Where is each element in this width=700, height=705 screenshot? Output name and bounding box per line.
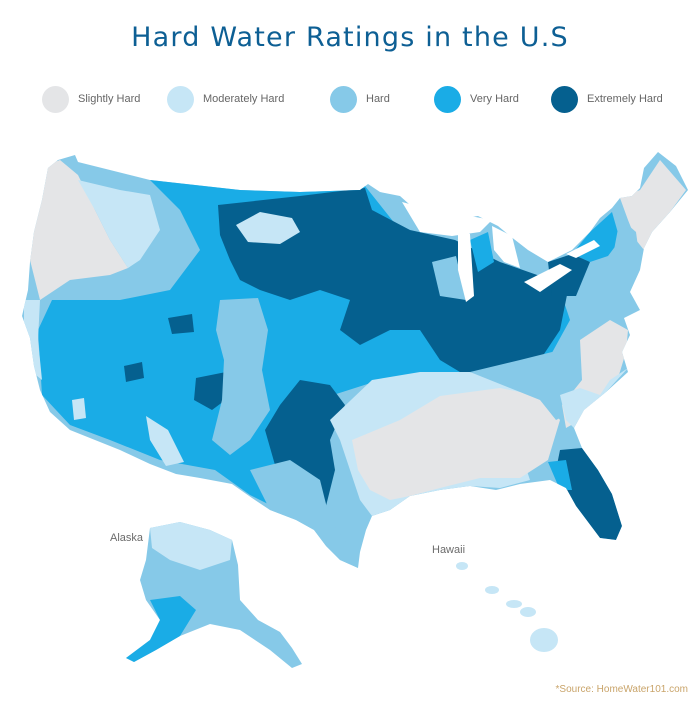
source-note: *Source: HomeWater101.com: [555, 684, 688, 695]
hawaii-island-big-island: [530, 628, 558, 652]
zone-moderately-hard-carolinas: [560, 368, 628, 428]
map-title: Hard Water Ratings in the U.S: [131, 22, 569, 53]
lake-superior: [402, 202, 492, 236]
legend-item-hard: Hard: [330, 84, 390, 114]
zone-slightly-hard-southeast: [352, 388, 560, 500]
hawaii-label: Hawaii: [432, 544, 465, 556]
legend-swatch-extremely-hard: [551, 85, 578, 113]
hawaii-island-oahu: [485, 586, 499, 594]
legend-swatch-moderately-hard: [167, 85, 194, 113]
zone-hard-rockies: [212, 298, 270, 455]
legend-item-very-hard: Very Hard: [434, 84, 519, 114]
zone-slightly-hard-pacific-northwest: [30, 160, 128, 300]
legend-label-slightly-hard: Slightly Hard: [78, 93, 141, 105]
hawaii-island-molokai: [506, 600, 522, 608]
legend-swatch-hard: [330, 85, 357, 113]
hawaii-island-kauai: [456, 562, 468, 570]
alaska-moderately-hard: [150, 522, 232, 570]
lake-ontario: [566, 240, 600, 258]
zone-extremely-hard-florida: [556, 448, 622, 540]
zone-extremely-hard-nevada: [124, 362, 144, 382]
zone-slightly-hard-new-england: [620, 160, 686, 250]
lake-michigan: [458, 228, 474, 302]
zone-hard-south-texas: [250, 460, 358, 568]
legend-swatch-very-hard: [434, 85, 461, 113]
alaska-label: Alaska: [110, 532, 144, 544]
legend-item-slightly-hard: Slightly Hard: [42, 84, 140, 114]
zone-extremely-hard-idaho: [168, 314, 194, 334]
alaska-very-hard: [126, 596, 196, 662]
legend-label-very-hard: Very Hard: [470, 93, 519, 105]
lake-huron: [492, 226, 520, 268]
zone-very-hard-michigan: [470, 232, 494, 272]
zone-extremely-hard-pennsylvania: [548, 254, 590, 296]
zone-moderately-hard-southern-california: [72, 398, 86, 420]
zone-moderately-hard-lake-region: [236, 212, 300, 244]
legend-swatch-slightly-hard: [42, 85, 69, 113]
legend-label-extremely-hard: Extremely Hard: [587, 93, 663, 105]
zone-hard-new-england-south: [612, 218, 640, 282]
zone-very-hard-florida-panhandle: [548, 460, 572, 490]
zone-moderately-hard-northwest: [78, 180, 160, 268]
hawaii-island-maui: [520, 607, 536, 617]
legend-item-moderately-hard: Moderately Hard: [167, 84, 284, 114]
legend: Slightly Hard Moderately Hard Hard Very …: [0, 84, 700, 114]
lake-erie: [524, 264, 572, 292]
legend-label-moderately-hard: Moderately Hard: [203, 93, 285, 105]
legend-item-extremely-hard: Extremely Hard: [551, 84, 663, 114]
zone-moderately-hard-arizona: [146, 416, 184, 466]
legend-label-hard: Hard: [366, 93, 390, 105]
hawaii-shape: [456, 562, 558, 652]
alaska-shape: [126, 522, 302, 668]
zone-hard-wisconsin: [432, 256, 466, 300]
zone-extremely-hard-north: [218, 188, 568, 378]
